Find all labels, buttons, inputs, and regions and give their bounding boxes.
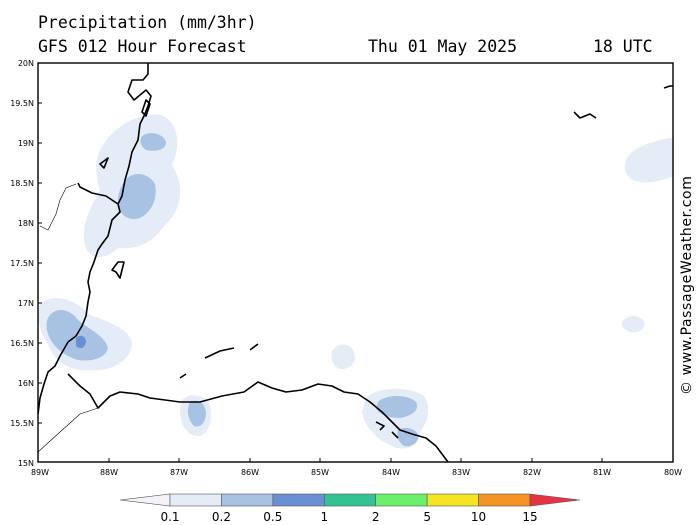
precip-area xyxy=(624,138,673,183)
legend-label: 0.1 xyxy=(160,510,179,524)
precip-area xyxy=(331,344,356,370)
lon-label: 85W xyxy=(311,468,329,477)
coastlines xyxy=(37,63,673,463)
legend-label: 2 xyxy=(372,510,380,524)
lat-label: 18.5N xyxy=(10,179,34,188)
honduras-coastline xyxy=(67,373,449,463)
precip-area xyxy=(376,396,418,418)
lat-label: 16.5N xyxy=(10,339,34,348)
legend-label: 1 xyxy=(320,510,328,524)
precip-area xyxy=(76,335,86,349)
forecast-model: GFS 012 Hour Forecast xyxy=(38,37,247,56)
legend-swatch xyxy=(375,493,428,507)
forecast-time: 18 UTC xyxy=(593,37,653,56)
legend-label: 5 xyxy=(423,510,431,524)
legend-label: 10 xyxy=(471,510,486,524)
lon-label: 84W xyxy=(382,468,400,477)
lon-label: 80W xyxy=(664,468,682,477)
axis-ticks xyxy=(38,102,603,462)
lat-label: 16N xyxy=(18,379,34,388)
legend-label: 0.2 xyxy=(212,510,231,524)
belize-coastline xyxy=(37,203,121,415)
lon-label: 87W xyxy=(170,468,188,477)
lon-label: 83W xyxy=(452,468,470,477)
lat-label: 18N xyxy=(18,219,34,228)
country-borders xyxy=(37,183,99,453)
lon-label: 88W xyxy=(100,468,118,477)
latitude-labels: 20N 19.5N 19N 18.5N 18N 17.5N 17N 16.5N … xyxy=(10,59,34,468)
lat-label: 20N xyxy=(18,59,34,68)
jamaica-edge xyxy=(663,85,673,89)
precip-light-areas xyxy=(38,114,673,449)
longitude-labels: 89W 88W 87W 86W 85W 84W 83W 82W 81W 80W xyxy=(31,468,682,477)
cozumel-island xyxy=(141,99,151,117)
precip-area xyxy=(118,173,156,220)
precip-color-legend: 0.1 0.2 0.5 1 2 5 10 15 xyxy=(119,493,581,524)
lat-label: 19N xyxy=(18,139,34,148)
yucatan-coastline xyxy=(77,63,152,205)
legend-swatch xyxy=(221,493,274,507)
lat-label: 15N xyxy=(18,459,34,468)
legend-swatch xyxy=(119,493,171,507)
forecast-date: Thu 01 May 2025 xyxy=(368,37,518,56)
lat-label: 17.5N xyxy=(10,259,34,268)
lon-label: 86W xyxy=(241,468,259,477)
precip-area xyxy=(140,133,166,151)
precip-area xyxy=(397,427,419,447)
turneffe-atoll xyxy=(111,261,125,279)
nicaragua-cays xyxy=(375,111,597,439)
precip-heavy-areas xyxy=(76,335,86,349)
precip-area xyxy=(187,400,206,427)
lon-label: 82W xyxy=(523,468,541,477)
legend-swatch xyxy=(272,493,325,507)
lat-label: 19.5N xyxy=(10,99,34,108)
legend-swatch xyxy=(529,493,581,507)
bay-islands xyxy=(179,343,259,379)
legend-swatch xyxy=(478,493,531,507)
lon-label: 89W xyxy=(31,468,49,477)
lat-label: 15.5N xyxy=(10,419,34,428)
lon-label: 81W xyxy=(593,468,611,477)
lat-label: 17N xyxy=(18,299,34,308)
legend-label: 0.5 xyxy=(263,510,282,524)
precip-area xyxy=(621,316,645,333)
map-title: Precipitation (mm/3hr) xyxy=(38,13,257,32)
legend-swatch xyxy=(323,493,377,507)
legend-swatch xyxy=(426,493,479,507)
ambergris-caye xyxy=(99,157,109,169)
legend-swatch xyxy=(169,493,222,507)
legend-label: 15 xyxy=(522,510,537,524)
